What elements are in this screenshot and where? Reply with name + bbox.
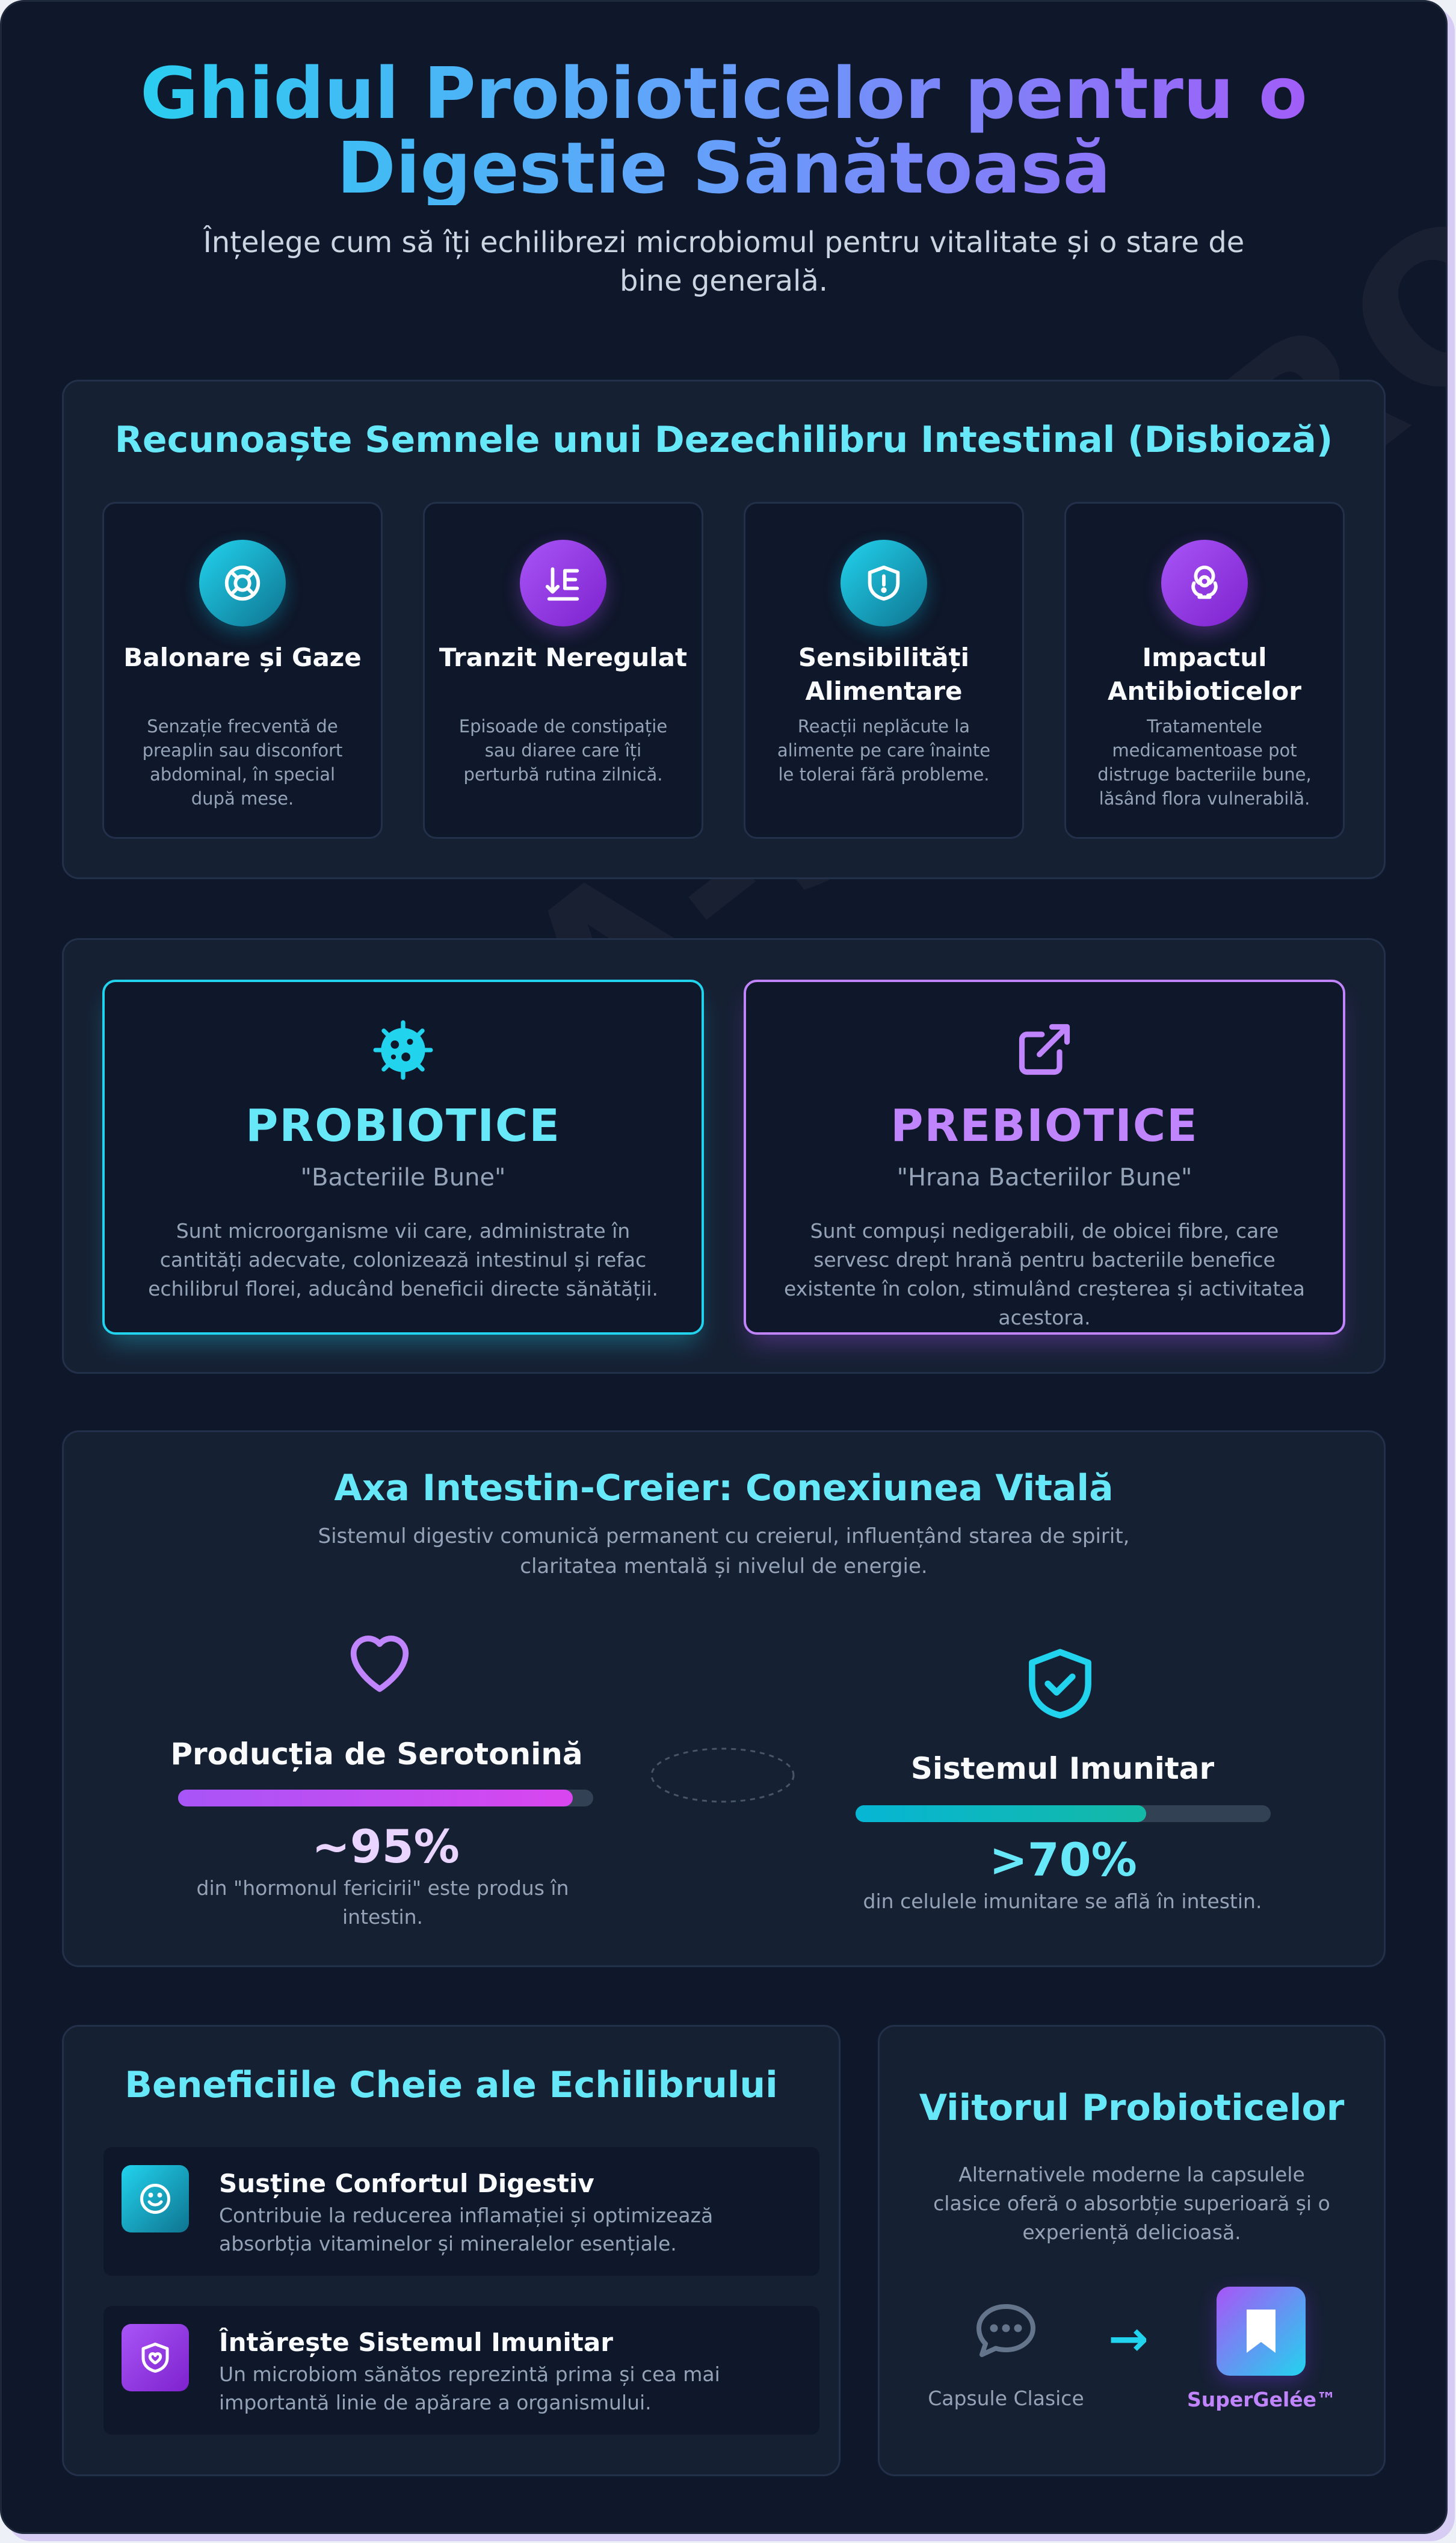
sign-title: Sensibilități Alimentare (798, 643, 970, 706)
probiotics-desc: Sunt microorganisme vii care, administra… (148, 1219, 658, 1300)
prebiotics-desc: Sunt compuși nedigerabili, de obicei fib… (784, 1219, 1305, 1329)
shield-alert-icon (841, 540, 927, 626)
sort-down-icon (520, 540, 606, 626)
sign-title: Impactul Antibioticelor (1107, 643, 1301, 706)
benefit-desc: Un microbiom sănătos reprezintă prima și… (219, 2362, 720, 2414)
probiotics-subtitle: "Bacteriile Bune" (300, 1164, 506, 1191)
sign-title: Tranzit Neregulat (439, 643, 688, 672)
probiotics-name: PROBIOTICE (245, 1100, 561, 1152)
future-title: Viitorul Probioticelor (919, 2087, 1345, 2129)
benefit-title: Întărește Sistemul Imunitar (219, 2328, 613, 2357)
smile-icon (122, 2165, 189, 2232)
sign-card-irregular-transit: Tranzit Neregulat Episoade de constipați… (423, 502, 703, 839)
probiotics-card: PROBIOTICE "Bacteriile Bune" Sunt microo… (102, 980, 704, 1335)
dysbiosis-signs-panel: Recunoaște Semnele unui Dezechilibru Int… (62, 380, 1386, 879)
chat-bubble-icon (970, 2297, 1042, 2366)
benefits-panel: Beneficiile Cheie ale Echilibrului Susți… (62, 2025, 841, 2476)
arrow-icon: → (1108, 2311, 1149, 2367)
benefit-desc: Contribuie la reducerea inflamației și o… (219, 2204, 714, 2255)
lifebuoy-icon (199, 540, 286, 626)
heart-icon (341, 1624, 419, 1698)
bacteria-icon (370, 1017, 436, 1086)
immune-label: Sistemul Imunitar (910, 1751, 1215, 1786)
page-title: Ghidul Probioticelor pentru o Digestie S… (62, 56, 1386, 205)
shield-heart-icon (122, 2324, 189, 2391)
external-link-icon (1014, 1019, 1075, 1082)
serotonin-bar-fill (178, 1790, 573, 1806)
benefits-title: Beneficiile Cheie ale Echilibrului (125, 2064, 778, 2106)
immune-bar-fill (856, 1805, 1146, 1822)
immune-desc: din celulele imunitare se află în intest… (863, 1889, 1262, 1913)
supergelee-logo (1217, 2287, 1306, 2376)
connection-oval (647, 1745, 798, 1808)
prebiotics-subtitle: "Hrana Bacteriilor Bune" (896, 1164, 1192, 1191)
benefit-title: Susține Confortul Digestiv (219, 2169, 594, 2198)
biohazard-icon (1161, 540, 1248, 626)
sign-card-food-sensitivity: Sensibilități Alimentare Reacții neplăcu… (744, 502, 1024, 839)
sign-desc: Tratamentele medicamentoase pot distruge… (1097, 716, 1312, 809)
serotonin-value: ~95% (312, 1820, 460, 1873)
benefit-digestive: Susține Confortul Digestiv Contribuie la… (103, 2147, 819, 2276)
sign-desc: Senzație frecventă de preaplin sau disco… (142, 716, 343, 809)
sign-desc: Reacții neplăcute la alimente pe care în… (777, 716, 991, 785)
classic-capsules-label: Capsule Clasice (928, 2387, 1084, 2410)
sign-desc: Episoade de constipație sau diaree care … (458, 716, 668, 785)
serotonin-label: Producția de Serotonină (170, 1737, 583, 1772)
page-subtitle: Înțelege cum să îți echilibrezi microbio… (203, 226, 1245, 298)
supergelee-label: SuperGelée™ (1186, 2388, 1337, 2411)
future-panel: Viitorul Probioticelor Alternativele mod… (878, 2025, 1386, 2476)
gut-brain-axis-panel: Axa Intestin-Creier: Conexiunea Vitală S… (62, 1430, 1386, 1967)
sign-title: Balonare și Gaze (123, 643, 362, 672)
sign-card-bloating: Balonare și Gaze Senzație frecventă de p… (102, 502, 383, 839)
signs-title: Recunoaște Semnele unui Dezechilibru Int… (114, 419, 1333, 461)
serotonin-bar (178, 1790, 593, 1806)
prebiotics-name: PREBIOTICE (890, 1100, 1198, 1152)
future-desc: Alternativele moderne la capsulele clasi… (933, 2163, 1330, 2244)
immune-value: >70% (989, 1833, 1137, 1886)
serotonin-desc: din "hormonul fericirii" este produs în … (196, 1876, 569, 1929)
sign-card-antibiotics: Impactul Antibioticelor Tratamentele med… (1064, 502, 1345, 839)
prebiotics-card: PREBIOTICE "Hrana Bacteriilor Bune" Sunt… (744, 980, 1345, 1335)
shield-check-icon (1018, 1642, 1102, 1728)
pro-pre-panel: PROBIOTICE "Bacteriile Bune" Sunt microo… (62, 938, 1386, 1374)
axis-title: Axa Intestin-Creier: Conexiunea Vitală (334, 1467, 1114, 1509)
axis-desc: Sistemul digestiv comunică permanent cu … (318, 1524, 1130, 1578)
immune-bar (856, 1805, 1271, 1822)
benefit-immune: Întărește Sistemul Imunitar Un microbiom… (103, 2306, 819, 2435)
